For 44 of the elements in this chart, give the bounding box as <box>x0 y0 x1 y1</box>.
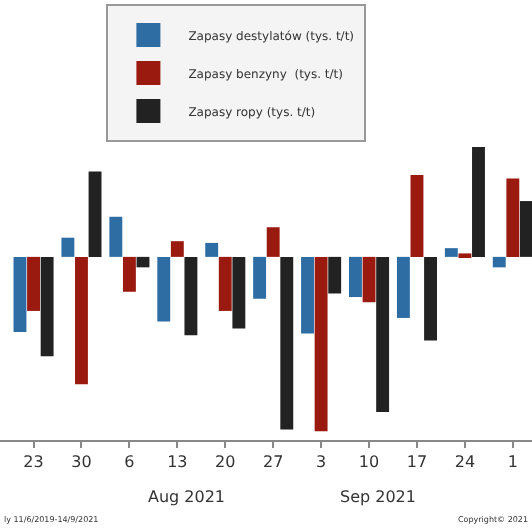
x-tick-label: 13 <box>167 453 188 472</box>
bar <box>88 171 102 257</box>
bar <box>362 256 376 303</box>
bar <box>266 227 280 257</box>
x-tick-label: 1 <box>507 453 518 472</box>
bar <box>184 256 198 336</box>
bar <box>376 256 390 413</box>
x-tick-label: 6 <box>124 453 135 472</box>
bar <box>472 147 485 257</box>
x-tick-label: 3 <box>316 453 327 472</box>
bar <box>157 256 171 322</box>
text: Sep 2021 <box>340 488 416 506</box>
bar <box>519 201 532 257</box>
x-tick-label: 20 <box>215 453 236 472</box>
bar <box>506 178 520 257</box>
bar <box>13 256 27 332</box>
bar <box>444 248 458 257</box>
bar <box>61 237 75 257</box>
x-tick-label: 30 <box>71 453 92 472</box>
x-tick-label: 24 <box>454 453 476 472</box>
bar <box>280 256 294 430</box>
bar <box>122 256 136 292</box>
x-tick-label: 23 <box>23 453 44 472</box>
bar <box>492 256 506 268</box>
bar <box>301 256 314 334</box>
bar <box>205 242 219 257</box>
bar <box>328 256 342 294</box>
bar <box>349 256 362 297</box>
bar <box>75 256 88 385</box>
bar <box>218 256 232 311</box>
bar <box>314 256 328 432</box>
bar <box>396 256 410 318</box>
text: Aug 2021 <box>148 488 226 506</box>
bar <box>232 256 246 329</box>
bar <box>27 256 40 311</box>
x-tick-label: 27 <box>262 453 284 472</box>
bar <box>410 174 424 257</box>
x-tick-label: 17 <box>406 453 428 472</box>
bar <box>40 256 54 357</box>
x-tick-label: 10 <box>358 453 380 472</box>
bar <box>253 256 267 299</box>
bar <box>170 241 184 257</box>
bar <box>109 216 123 257</box>
bar <box>424 256 437 341</box>
